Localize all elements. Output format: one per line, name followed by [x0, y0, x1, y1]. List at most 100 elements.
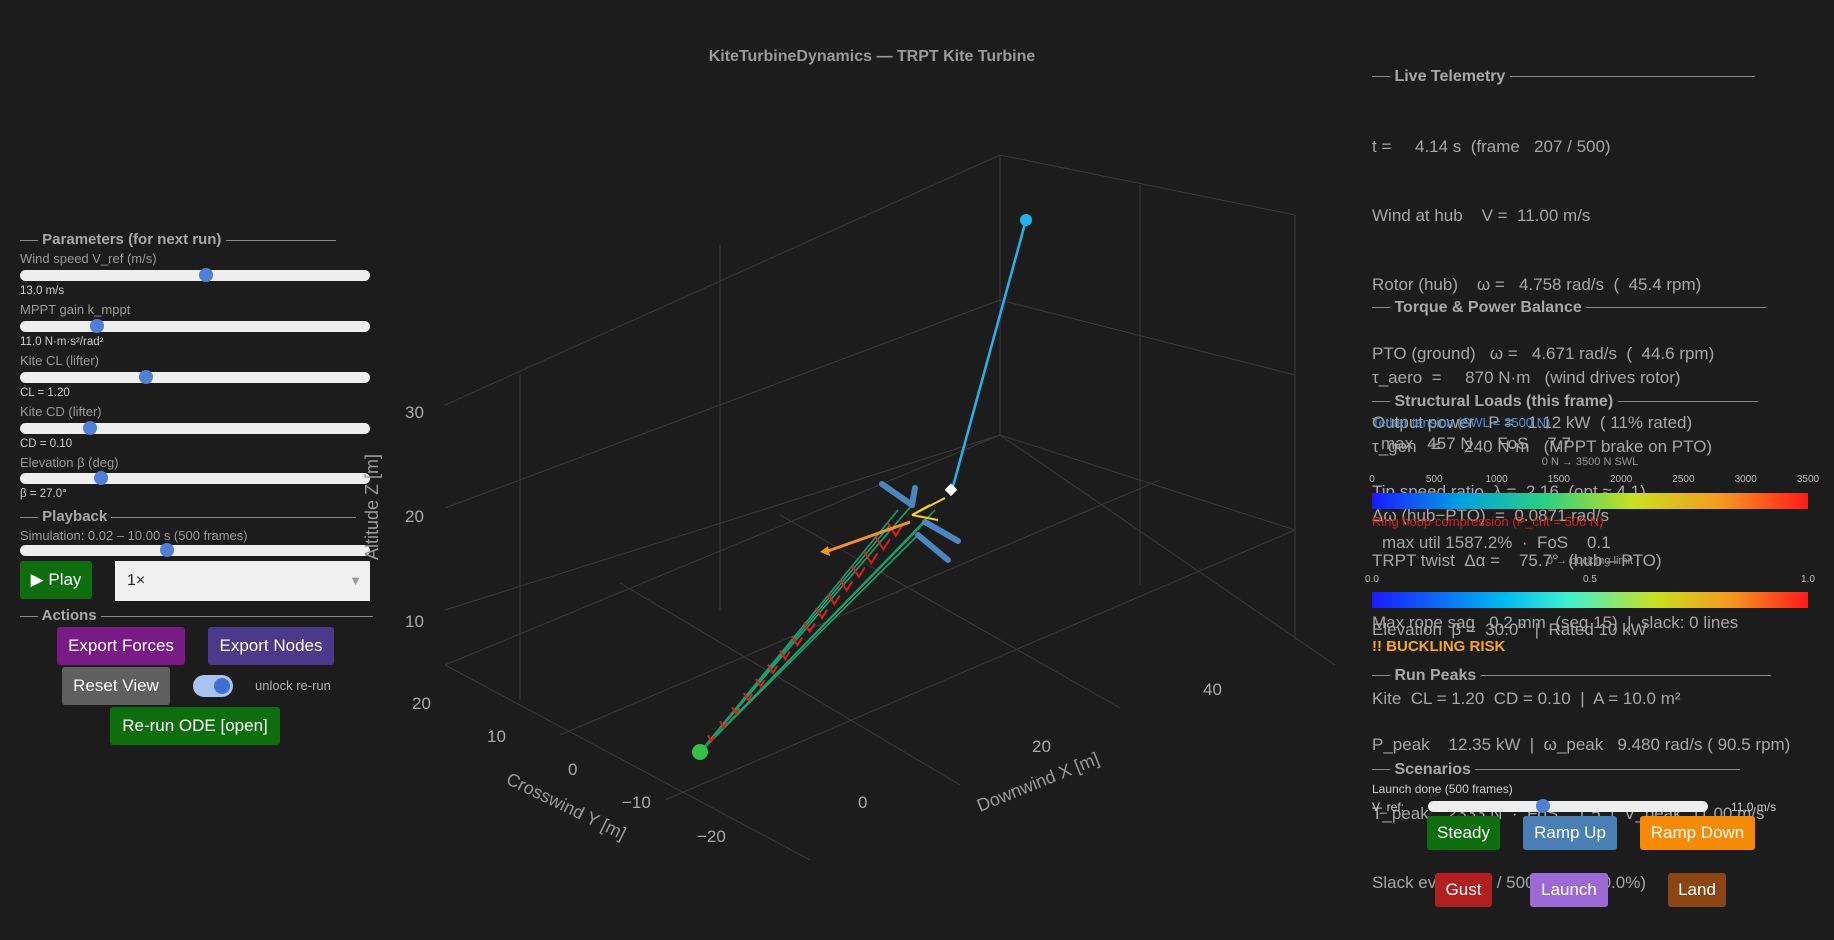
- steady-button[interactable]: Steady: [1427, 816, 1500, 850]
- scenario-status: Launch done (500 frames): [1372, 782, 1513, 796]
- telemetry-lines: t = 4.14 s (frame 207 / 500) Wind at hub…: [1372, 89, 1714, 756]
- speed-select-value: 1×: [127, 572, 146, 589]
- slider-knob[interactable]: [90, 319, 104, 333]
- wind-speed-value: 13.0 m/s: [20, 285, 65, 297]
- z-axis-title: Altitude Z [m]: [362, 454, 382, 560]
- actions-header: Actions: [20, 607, 373, 624]
- unlock-rerun-toggle[interactable]: [193, 675, 233, 697]
- ring-colorbar: [1372, 592, 1808, 608]
- speed-select[interactable]: 1× ▼: [115, 561, 370, 601]
- y-tick-label: 20: [412, 694, 431, 713]
- ring-hoop: [875, 536, 891, 552]
- rope-sag-line: Max rope sag 0.2 mm (seg 15) | slack: 0 …: [1372, 613, 1739, 632]
- scale-tick: 0: [1369, 474, 1375, 485]
- elevation-value: β = 27.0°: [20, 488, 67, 500]
- gust-button[interactable]: Gust: [1435, 873, 1492, 907]
- play-button[interactable]: ▶ Play: [20, 561, 92, 599]
- slider-knob[interactable]: [139, 370, 153, 384]
- slider-knob[interactable]: [198, 268, 213, 282]
- ring-hoop: [731, 706, 741, 716]
- kite-cd-slider[interactable]: [20, 421, 370, 435]
- telemetry-line: Kite CL = 1.20 CD = 0.10 | A = 10.0 m²: [1372, 689, 1681, 708]
- y-tick-label: −20: [697, 827, 726, 846]
- force-arrows-yellow: [911, 497, 946, 521]
- vref-slider[interactable]: [1428, 799, 1708, 813]
- unlock-rerun-label: unlock re-run: [255, 678, 331, 693]
- mppt-gain-value: 11.0 N·m·s²/rad²: [20, 336, 104, 348]
- ring-hoop: [791, 635, 804, 648]
- slider-knob[interactable]: [93, 471, 108, 485]
- telemetry-line: PTO (ground) ω = 4.671 rad/s ( 44.6 rpm): [1372, 344, 1715, 363]
- x-tick-label: 20: [1032, 737, 1051, 756]
- ring-hoop: [839, 579, 854, 593]
- torque-header: Torque & Power Balance: [1372, 299, 1767, 317]
- ring-hoop: [827, 593, 841, 607]
- telemetry-line: Elevation β = 30.0° | Rated 10 kW: [1372, 620, 1647, 639]
- ring-scale-ticks: 0.0 0.5 1.0: [1365, 574, 1815, 586]
- elevation-slider[interactable]: [20, 471, 370, 485]
- x-tick-label: 0: [858, 793, 867, 812]
- telemetry-line: TRPT twist Δα = 75.7° (hub – PTO): [1372, 551, 1662, 570]
- y-axis-title: Crosswind Y [m]: [503, 769, 629, 844]
- scale-tick: 3500: [1796, 474, 1820, 485]
- kite-cl-value: CL = 1.20: [20, 387, 70, 399]
- toggle-knob: [214, 678, 230, 694]
- mppt-gain-slider[interactable]: [20, 319, 370, 333]
- tether-scale-caption: 0 N → 3500 N SWL: [1541, 456, 1639, 468]
- kite-cl-slider[interactable]: [20, 370, 370, 384]
- structural-loads-header: Structural Loads (this frame): [1372, 393, 1758, 411]
- scale-tick: 0.0: [1365, 574, 1379, 585]
- tether-tension-value: max 457 N · FoS 7.7: [1381, 434, 1571, 453]
- launch-button[interactable]: Launch: [1530, 873, 1608, 907]
- torque-line: τ_aero = 870 N·m (wind drives rotor): [1372, 368, 1681, 387]
- land-button[interactable]: Land: [1668, 873, 1726, 907]
- ring-hoop: [815, 607, 829, 620]
- torque-lines: τ_aero = 870 N·m (wind drives rotor) τ_g…: [1372, 320, 1712, 573]
- scale-tick: 3000: [1734, 474, 1757, 485]
- arrow-head-icon: [820, 546, 830, 556]
- telemetry-line: Wind at hub V = 11.00 m/s: [1372, 206, 1591, 225]
- z-tick-label: 20: [405, 507, 424, 526]
- playback-header: Playback: [20, 508, 357, 525]
- slider-knob[interactable]: [160, 543, 174, 557]
- vref-label: V_ref:: [1372, 800, 1405, 814]
- export-forces-button[interactable]: Export Forces: [57, 627, 185, 665]
- x-axis-title: Downwind X [m]: [974, 748, 1102, 815]
- y-tick-label: −10: [622, 793, 651, 812]
- ring-hoops: [707, 522, 904, 743]
- rerun-ode-button[interactable]: Re-run ODE [open]: [110, 707, 280, 745]
- vref-value: 11.0 m/s: [1731, 800, 1777, 814]
- ramp-down-button[interactable]: Ramp Down: [1640, 816, 1755, 850]
- export-nodes-button[interactable]: Export Nodes: [208, 627, 334, 665]
- reset-view-button[interactable]: Reset View: [62, 667, 170, 705]
- slider-knob[interactable]: [83, 421, 97, 435]
- ground-station-marker: [692, 744, 708, 760]
- chevron-down-icon: ▼: [349, 573, 362, 588]
- scale-tick: 1500: [1547, 474, 1570, 485]
- ring-hoop: [719, 720, 728, 730]
- ramp-up-button[interactable]: Ramp Up: [1523, 816, 1617, 850]
- tether-colorbar: [1372, 493, 1808, 509]
- wind-speed-slider[interactable]: [20, 268, 370, 282]
- telemetry-line: Rotor (hub) ω = 4.758 rad/s ( 45.4 rpm): [1372, 275, 1702, 294]
- ring-hoop: [803, 621, 816, 634]
- kite-cd-value: CD = 0.10: [20, 438, 73, 450]
- ring-compression-value: max util 1587.2% · FoS 0.1: [1382, 533, 1611, 552]
- y-tick-label: 10: [487, 727, 506, 746]
- run-peaks-header: Run Peaks: [1372, 667, 1771, 685]
- playback-slider[interactable]: [20, 543, 370, 557]
- mppt-gain-label: MPPT gain k_mppt: [20, 302, 131, 317]
- slider-knob[interactable]: [1535, 799, 1550, 813]
- torque-line: τ_gen = 240 N·m (MPPT brake on PTO): [1372, 437, 1713, 456]
- ring-scale-caption: 0 → buckling limit: [1546, 555, 1634, 567]
- telemetry-line: Output power P = 1.12 kW ( 11% rated): [1372, 413, 1693, 432]
- scale-tick: 2500: [1672, 474, 1695, 485]
- telemetry-line: t = 4.14 s (frame 207 / 500): [1372, 137, 1611, 156]
- lifter-kite-marker: [1020, 214, 1032, 226]
- ring-hoop: [851, 565, 866, 579]
- scenarios-header: Scenarios: [1372, 761, 1741, 779]
- scale-tick: 2000: [1610, 474, 1633, 485]
- parameters-header: Parameters (for next run): [20, 231, 336, 248]
- telemetry-header: Live Telemetry: [1372, 68, 1755, 86]
